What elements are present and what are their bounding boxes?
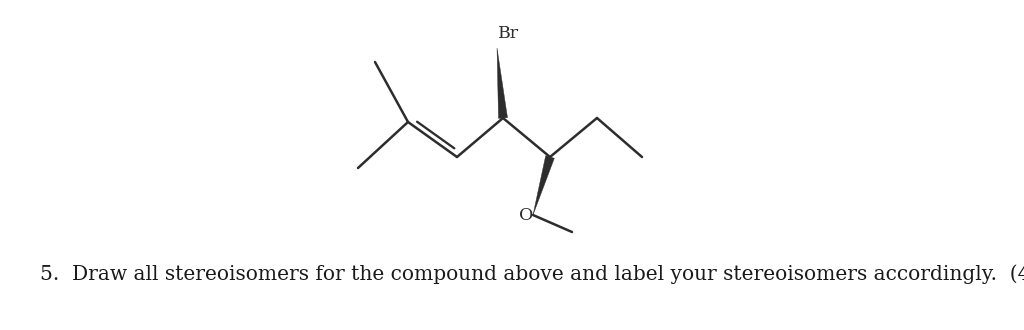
Text: Br: Br bbox=[498, 25, 519, 42]
Text: O: O bbox=[519, 207, 534, 223]
Polygon shape bbox=[534, 156, 554, 215]
Text: 5.  Draw all stereoisomers for the compound above and label your stereoisomers a: 5. Draw all stereoisomers for the compou… bbox=[40, 264, 1024, 284]
Polygon shape bbox=[497, 48, 508, 118]
